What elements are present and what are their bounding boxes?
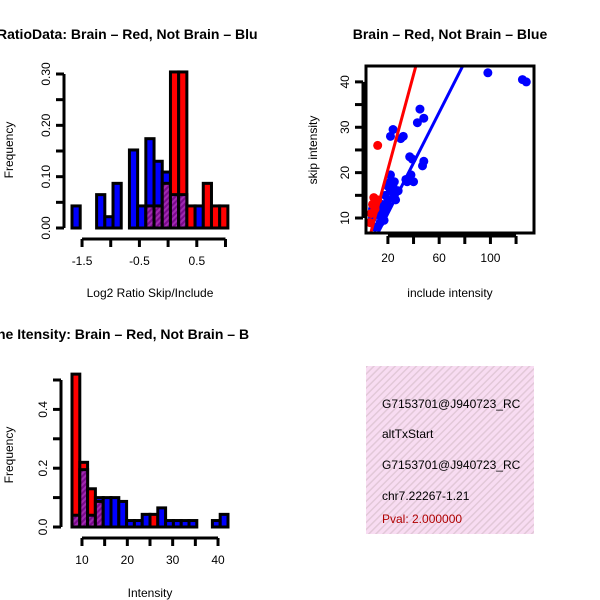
red-bar	[218, 204, 230, 230]
y-tick-label: 10	[338, 211, 352, 225]
hist-ratio-plot: -1.5 -0.5 0.5 0.00 0.10 0.20 0.30	[39, 62, 230, 268]
blue-bar	[117, 499, 129, 529]
hist-intensity-plot: 10 20 30 40 0.0 0.2 0.4	[36, 372, 230, 567]
x-tick-label: 30	[166, 553, 180, 567]
y-tick-label: 0.00	[39, 216, 53, 240]
y-tick-label: 20	[338, 166, 352, 180]
blue-point	[385, 131, 395, 141]
y-tick-label: 0.0	[36, 518, 50, 535]
x-tick-label: 20	[121, 553, 135, 567]
blue-point	[483, 68, 493, 78]
blue-bar	[70, 204, 82, 230]
y-tick-label: 30	[338, 120, 352, 134]
blue-fit-line	[376, 66, 465, 233]
y-tick-label: 40	[338, 75, 352, 89]
x-tick-label: 40	[211, 553, 225, 567]
info-line-event-type: altTxStart	[382, 427, 434, 441]
x-tick-label: 20	[381, 251, 395, 265]
x-tick-label: -0.5	[129, 254, 150, 268]
blue-point	[396, 134, 406, 144]
blue-point	[521, 77, 531, 87]
info-panel-clip: G7153701@J940723_RC altTxStart G7153701@…	[366, 366, 534, 534]
y-tick-label: 0.30	[39, 62, 53, 86]
x-tick-label: 10	[75, 553, 89, 567]
hist-ratio-title: RatioData: Brain – Red, Not Brain – Blu	[0, 26, 258, 42]
scatter-ylabel: skip intensity	[306, 116, 320, 185]
y-tick-label: 0.2	[36, 460, 50, 477]
x-tick-label: -1.5	[72, 254, 93, 268]
blue-bar	[111, 181, 123, 230]
blue-point	[409, 177, 419, 187]
blue-bar	[218, 512, 230, 529]
hist-intensity-ylabel: Frequency	[2, 427, 16, 484]
blue-point	[415, 104, 425, 114]
blue-bar	[95, 193, 107, 230]
info-panel-background	[366, 366, 534, 534]
blue-point	[412, 118, 422, 128]
blue-bar	[127, 148, 140, 230]
x-tick-label: 0.5	[188, 254, 205, 268]
blue-point	[385, 177, 395, 187]
plot-area	[366, 66, 531, 233]
blue-point	[419, 113, 429, 123]
info-line-location: chr7.22267-1.21	[382, 489, 470, 503]
blue-bar	[156, 506, 168, 529]
info-line-pval: Pval: 2.000000	[382, 512, 462, 526]
red-point	[373, 140, 383, 150]
scatter-plot: 20 60 100 10 20 30 40	[338, 64, 536, 265]
x-tick-label: 60	[432, 251, 446, 265]
blue-point	[375, 211, 385, 221]
red-fit-line	[369, 66, 418, 233]
blue-point	[388, 125, 398, 135]
scatter-xlabel: include intensity	[407, 286, 492, 300]
hist-intensity-xlabel: Intensity	[128, 586, 173, 600]
info-line-gene-id-2: G7153701@J940723_RC	[382, 458, 521, 472]
hist-intensity-title: ne Itensity: Brain – Red, Not Brain – B	[0, 326, 249, 342]
blue-bar	[187, 519, 199, 529]
y-tick-label: 0.4	[36, 401, 50, 418]
red-point	[366, 208, 376, 218]
info-line-gene-id: G7153701@J940723_RC	[382, 397, 521, 411]
y-tick-label: 0.10	[39, 165, 53, 189]
scatter-title: Brain – Red, Not Brain – Blue	[353, 26, 548, 42]
plot-frame	[364, 64, 536, 235]
x-tick-label: 100	[480, 251, 500, 265]
hist-ratio-ylabel: Frequency	[2, 122, 16, 179]
blue-point	[418, 161, 428, 171]
info-panel: G7153701@J940723_RC altTxStart G7153701@…	[366, 366, 534, 534]
hist-ratio-xlabel: Log2 Ratio Skip/Include	[87, 286, 214, 300]
y-tick-label: 0.20	[39, 113, 53, 137]
